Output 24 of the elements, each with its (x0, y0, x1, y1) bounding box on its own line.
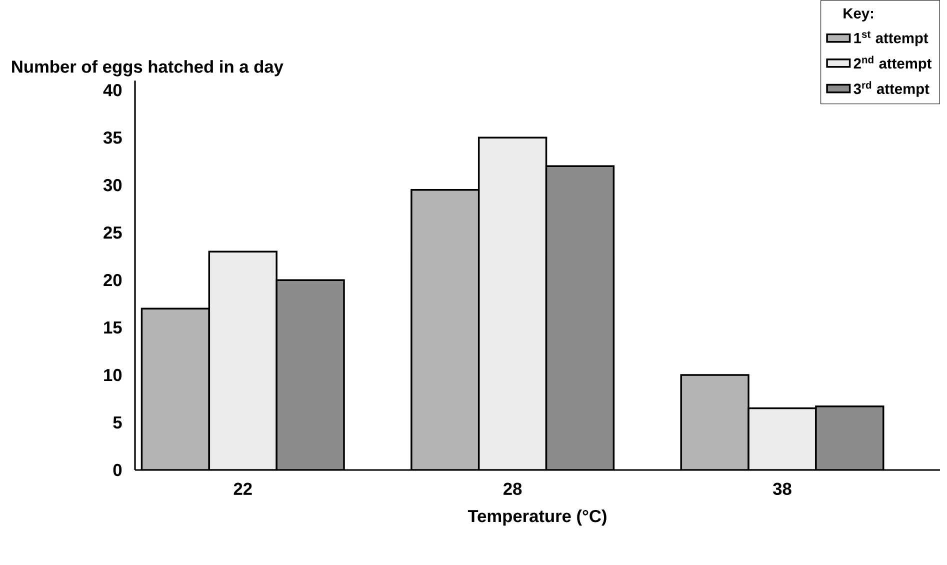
x-axis-title: Temperature (°C) (468, 509, 606, 526)
y-tick-label: 35 (103, 131, 122, 144)
y-tick-label: 15 (104, 322, 122, 334)
legend-label: 1$^{st}$ attempt (854, 31, 928, 46)
x-tick-label: 38 (773, 482, 792, 495)
y-tick-label: 25 (104, 226, 122, 239)
legend-label: 3$^{rd}$ attempt (854, 81, 930, 97)
legend-title: Key: (844, 8, 874, 22)
x-tick-label: 22 (234, 482, 252, 495)
bar (276, 279, 345, 470)
bar (815, 406, 884, 470)
bar (208, 250, 278, 470)
y-tick-label: 30 (103, 178, 122, 192)
x-tick-label: 28 (504, 482, 522, 495)
bar (478, 136, 548, 470)
y-tick-label: 40 (103, 84, 122, 96)
y-tick-label: 5 (113, 416, 122, 429)
y-tick-label: 20 (104, 274, 122, 286)
bar (748, 407, 817, 470)
y-tick-label: 10 (104, 368, 122, 382)
legend-label: 2$^{nd}$ attempt (854, 56, 932, 72)
y-axis-title: Number of eggs hatched in a day (12, 60, 284, 76)
bar (545, 165, 615, 470)
y-tick-label: 0 (113, 464, 122, 476)
